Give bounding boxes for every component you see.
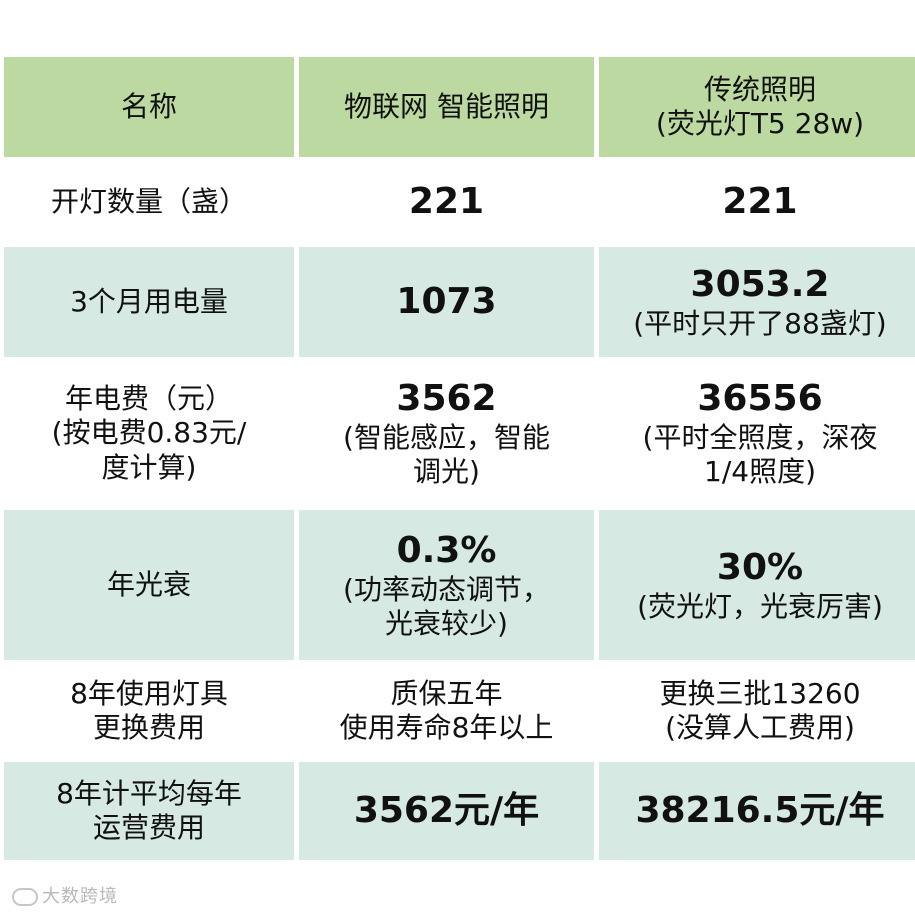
header-name: 名称: [120, 89, 177, 123]
traditional-value-cell: 38216.5元/年: [599, 762, 915, 860]
header-name-cell: 名称: [4, 57, 294, 157]
watermark-text: 大数跨境: [42, 886, 118, 907]
row-label-line: (按电费0.83元/: [51, 416, 247, 450]
table-row: 开灯数量（盏） 221 221: [4, 162, 915, 242]
traditional-value-cell: 221: [599, 162, 915, 242]
table-row: 8年计平均每年 运营费用 3562元/年 38216.5元/年: [4, 762, 915, 860]
header-iot: 物联网 智能照明: [344, 89, 549, 123]
table-row: 3个月用电量 1073 3053.2 (平时只开了88盏灯): [4, 247, 915, 357]
row-label-cell: 年电费（元） (按电费0.83元/度计算): [4, 362, 294, 505]
header-traditional-cell: 传统照明 (荧光灯T5 28w): [599, 57, 915, 157]
iot-value-cell: 221: [299, 162, 594, 242]
row-label-cell: 3个月用电量: [4, 247, 294, 357]
traditional-note-line: (没算人工费用): [665, 711, 855, 744]
iot-value: 0.3%: [396, 529, 497, 571]
comparison-table: 名称 物联网 智能照明 传统照明 (荧光灯T5 28w) 开灯数量（盏） 221 2…: [0, 52, 915, 865]
traditional-value: 36556: [697, 378, 823, 420]
traditional-value: 30%: [716, 546, 804, 588]
iot-value-cell: 0.3% (功率动态调节， 光衰较少): [299, 510, 594, 660]
table-row: 年电费（元） (按电费0.83元/度计算) 3562 (智能感应，智能 调光) 36556…: [4, 362, 915, 505]
traditional-note-line: (平时全照度，深夜: [642, 421, 878, 455]
iot-note-line: (智能感应，智能: [343, 421, 550, 455]
row-label-cell: 8年使用灯具 更换费用: [4, 665, 294, 757]
watermark: 大数跨境: [12, 882, 118, 908]
row-label-cell: 开灯数量（盏）: [4, 162, 294, 242]
row-label-line: 开灯数量（盏）: [50, 184, 247, 218]
iot-value: 3562: [396, 378, 497, 420]
traditional-value: 3053.2: [690, 263, 830, 305]
row-label-line: 年电费（元）: [64, 382, 233, 416]
iot-value: 3562元/年: [353, 790, 540, 832]
iot-note-line: 使用寿命8年以上: [339, 711, 554, 744]
iot-note-line: 光衰较少): [385, 606, 508, 640]
row-label-line: 运营费用: [92, 811, 205, 844]
traditional-value: 38216.5元/年: [635, 790, 885, 832]
traditional-value-cell: 更换三批13260 (没算人工费用): [599, 665, 915, 757]
traditional-note-line: (平时只开了88盏灯): [633, 306, 887, 340]
iot-note-line: (功率动态调节，: [343, 572, 550, 606]
iot-value-cell: 质保五年 使用寿命8年以上: [299, 665, 594, 757]
iot-value-cell: 1073: [299, 247, 594, 357]
table-row: 年光衰 0.3% (功率动态调节， 光衰较少) 30% (荧光灯，光衰厉害): [4, 510, 915, 660]
row-label-cell: 年光衰: [4, 510, 294, 660]
row-label-line: 8年计平均每年: [56, 776, 242, 810]
iot-note-line: 调光): [413, 455, 480, 489]
iot-value: 1073: [396, 281, 497, 323]
iot-value-cell: 3562 (智能感应，智能 调光): [299, 362, 594, 505]
traditional-value-cell: 30% (荧光灯，光衰厉害): [599, 510, 915, 660]
traditional-value-cell: 3053.2 (平时只开了88盏灯): [599, 247, 915, 357]
traditional-note-line: 1/4照度): [704, 455, 816, 489]
traditional-note-line: (荧光灯，光衰厉害): [637, 589, 883, 623]
row-label-line: 年光衰: [106, 567, 191, 601]
row-label-cell: 8年计平均每年 运营费用: [4, 762, 294, 860]
row-label-line: 8年使用灯具: [70, 676, 228, 710]
header-traditional-line1: 传统照明: [703, 72, 816, 106]
iot-value-cell: 3562元/年: [299, 762, 594, 860]
traditional-value: 221: [722, 181, 798, 223]
traditional-value-cell: 36556 (平时全照度，深夜 1/4照度): [599, 362, 915, 505]
traditional-note-line: 更换三批13260: [659, 676, 861, 710]
table-row: 8年使用灯具 更换费用 质保五年 使用寿命8年以上 更换三批13260 (没算人工费用): [4, 665, 915, 757]
row-label-line: 3个月用电量: [70, 284, 228, 318]
iot-value: 221: [408, 181, 485, 223]
row-label-line: 度计算): [101, 450, 197, 484]
header-iot-cell: 物联网 智能照明: [299, 57, 594, 157]
row-label-line: 更换费用: [92, 711, 205, 744]
watermark-logo-icon: [12, 888, 38, 906]
iot-note-line: 质保五年: [390, 676, 503, 710]
header-row: 名称 物联网 智能照明 传统照明 (荧光灯T5 28w): [4, 57, 915, 157]
header-traditional-line2: (荧光灯T5 28w): [655, 107, 865, 140]
